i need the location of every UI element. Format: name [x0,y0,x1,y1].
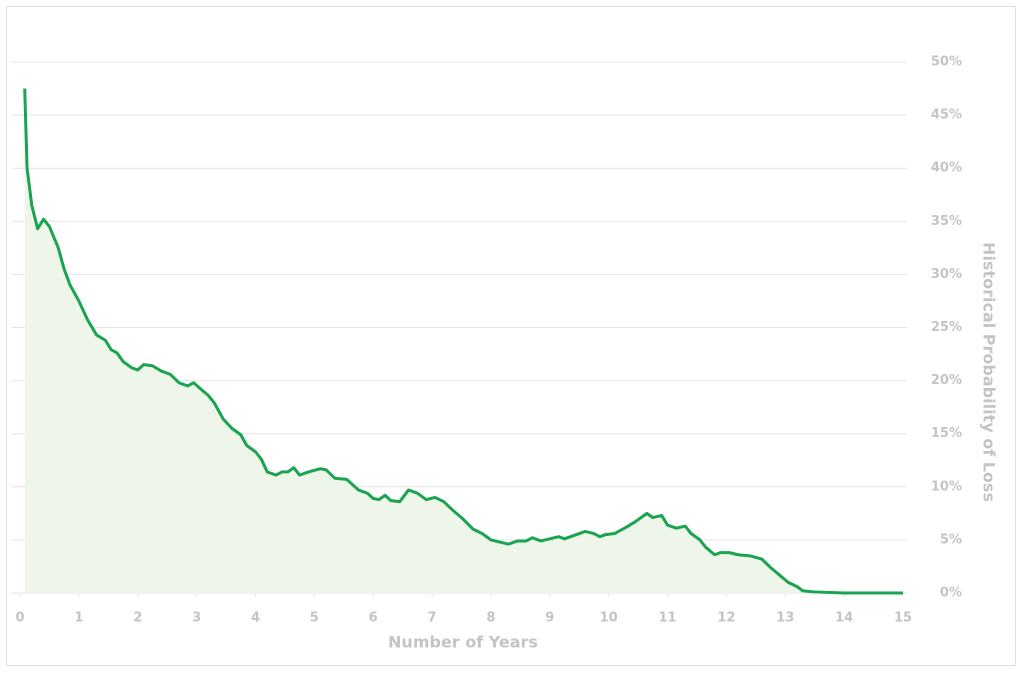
x-tick-label: 5 [310,611,319,626]
x-tick-label: 12 [717,611,735,626]
y-tick-label: 40% [931,161,962,176]
x-tick-label: 13 [776,611,794,626]
y-tick-label: 20% [931,373,962,388]
x-tick-label: 4 [251,611,260,626]
y-tick-label: 15% [931,426,962,441]
x-axis-title: Number of Years [388,633,538,652]
x-tick-label: 9 [545,611,554,626]
y-tick-label: 5% [940,532,962,547]
area [24,88,903,594]
y-tick-label: 25% [931,320,962,335]
y-tick-label: 50% [931,55,962,70]
x-tick-label: 2 [133,611,142,626]
x-tick-label: 11 [658,611,676,626]
x-tick-label: 3 [192,611,201,626]
x-tick-label: 6 [369,611,378,626]
x-tick-label: 14 [835,611,853,626]
x-tick-label: 7 [428,611,437,626]
y-tick-label: 35% [931,214,962,229]
y-tick-label: 0% [940,586,962,601]
y-axis-title: Historical Probability of Loss [980,242,999,502]
x-tick-label: 10 [600,611,618,626]
y-tick-label: 30% [931,267,962,282]
x-tick-label: 8 [486,611,495,626]
x-tick-label: 0 [15,611,24,626]
y-tick-label: 10% [931,479,962,494]
line [23,88,903,595]
x-tick-label: 15 [894,611,912,626]
y-tick-label: 45% [931,108,962,123]
x-tick-label: 1 [74,611,83,626]
frame [6,6,1016,666]
